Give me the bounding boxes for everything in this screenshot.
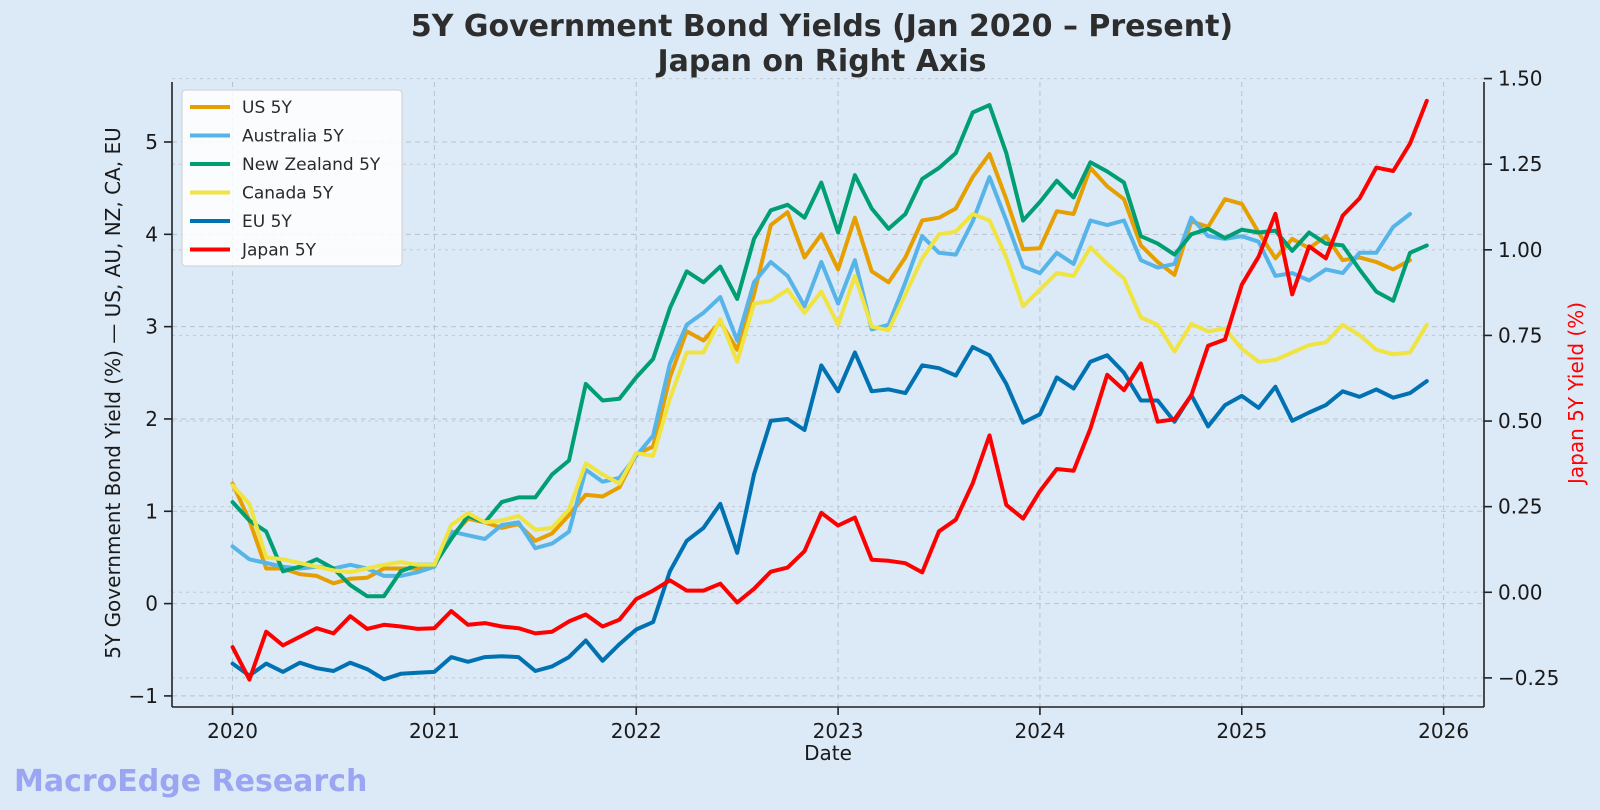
y-tick-label-left: 0 bbox=[145, 592, 158, 616]
y-tick-label-right: 1.50 bbox=[1498, 67, 1543, 91]
y-tick-label-right: 0.50 bbox=[1498, 409, 1543, 433]
legend-entry-label: EU 5Y bbox=[242, 212, 292, 232]
legend-box bbox=[181, 89, 403, 267]
chart-title-line2: Japan on Right Axis bbox=[655, 44, 986, 79]
legend-entry-label: Japan 5Y bbox=[241, 241, 317, 261]
grid bbox=[172, 78, 1484, 707]
axes: 2020 2021 2022 2023 2024 2025 2026 −1 0 1 2 3 4 5 −0.2… bbox=[129, 67, 1560, 743]
legend-entry-label: Australia 5Y bbox=[242, 127, 344, 147]
plot-lines bbox=[230, 98, 1429, 682]
y-tick-label-left: 1 bbox=[145, 499, 158, 523]
watermark-text: MacroEdge Research bbox=[14, 764, 367, 799]
y-tick-label-right: 0.75 bbox=[1498, 323, 1543, 347]
y-tick-label-left: 5 bbox=[145, 130, 158, 154]
x-tick-label: 2025 bbox=[1216, 719, 1267, 743]
y-axis-label-left: 5Y Government Bond Yield (%) — US, AU, N… bbox=[101, 127, 125, 658]
y-tick-label-left: 3 bbox=[145, 315, 158, 339]
x-axis-label: Date bbox=[804, 741, 852, 765]
series-line-new-zealand-5y bbox=[230, 103, 1429, 599]
legend: US 5Y Australia 5Y New Zealand 5Y Canada 5Y… bbox=[181, 89, 403, 267]
x-tick-label: 2021 bbox=[409, 719, 460, 743]
y-tick-label-left: 4 bbox=[145, 222, 158, 246]
legend-entry-label: New Zealand 5Y bbox=[242, 155, 381, 175]
y-tick-label-right: 1.25 bbox=[1498, 152, 1543, 176]
y-tick-label-right: 0.00 bbox=[1498, 580, 1543, 604]
y-axis-label-right: Japan 5Y Yield (%) bbox=[1564, 302, 1588, 486]
x-tick-label: 2024 bbox=[1014, 719, 1065, 743]
legend-entry-label: Canada 5Y bbox=[242, 184, 334, 204]
y-tick-label-left: 2 bbox=[145, 407, 158, 431]
x-tick-label: 2026 bbox=[1418, 719, 1469, 743]
x-tick-label: 2022 bbox=[611, 719, 662, 743]
legend-entry-label: US 5Y bbox=[242, 98, 292, 118]
series-line-australia-5y bbox=[230, 175, 1412, 578]
series-line-japan-5y bbox=[230, 98, 1429, 682]
chart-title-line1: 5Y Government Bond Yields (Jan 2020 – Pr… bbox=[411, 9, 1233, 44]
x-tick-label: 2023 bbox=[813, 719, 864, 743]
y-tick-label-right: 1.00 bbox=[1498, 238, 1543, 262]
series-line-eu-5y bbox=[230, 345, 1429, 682]
y-tick-label-right: −0.25 bbox=[1498, 666, 1559, 690]
y-tick-label-right: 0.25 bbox=[1498, 495, 1543, 519]
x-tick-label: 2020 bbox=[207, 719, 258, 743]
y-tick-label-left: −1 bbox=[129, 684, 158, 708]
